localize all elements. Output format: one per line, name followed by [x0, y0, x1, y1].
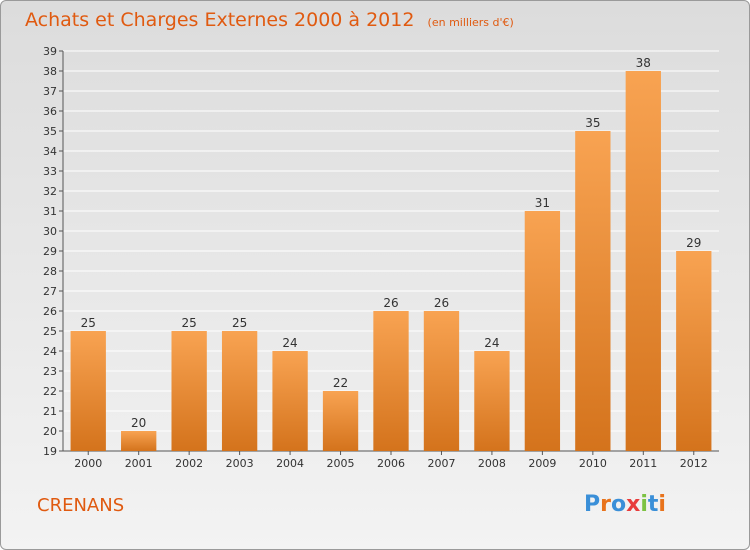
bar-2004	[272, 351, 308, 451]
commune-name: CRENANS	[37, 495, 125, 516]
x-tick-label: 2008	[478, 457, 506, 470]
data-label-2003: 25	[232, 316, 247, 330]
data-label-2009: 31	[535, 196, 550, 210]
y-tick-label: 32	[43, 185, 57, 198]
y-tick-label: 21	[43, 405, 57, 418]
x-tick-label: 2007	[427, 457, 455, 470]
proxiti-logo: Proxiti	[584, 492, 666, 517]
y-tick-label: 38	[43, 65, 57, 78]
y-tick-label: 24	[43, 345, 57, 358]
y-tick-label: 27	[43, 285, 57, 298]
y-tick-label: 23	[43, 365, 57, 378]
bar-2000	[70, 331, 106, 451]
y-tick-label: 25	[43, 325, 57, 338]
data-label-2006: 26	[383, 296, 398, 310]
bar-2006	[373, 311, 409, 451]
bar-2010	[575, 131, 611, 451]
data-label-2010: 35	[585, 116, 600, 130]
y-tick-label: 36	[43, 105, 57, 118]
x-tick-label: 2003	[226, 457, 254, 470]
logo-letter: x	[626, 492, 641, 517]
bar-2012	[676, 251, 712, 451]
axes: 19 20 21 22 23 24 25 26 27 28 29 30 31 32 33 34 35 36 37 38…	[43, 45, 719, 470]
y-tick-label: 33	[43, 165, 57, 178]
chart-subtitle: (en milliers d'€)	[427, 16, 514, 29]
bar-2007	[423, 311, 460, 451]
bar-2008	[474, 351, 510, 451]
data-label-2012: 29	[686, 236, 701, 250]
data-label-2004: 24	[282, 336, 297, 350]
y-tick-label: 31	[43, 205, 57, 218]
data-label-2007: 26	[434, 296, 449, 310]
bar-2003	[221, 331, 258, 451]
logo-letter: i	[658, 492, 666, 517]
chart-title: Achats et Charges Externes 2000 à 2012	[25, 9, 415, 31]
bar-2011	[625, 71, 661, 451]
y-tick-label: 19	[43, 445, 57, 458]
y-tick-label: 34	[43, 145, 57, 158]
y-tick-label: 35	[43, 125, 57, 138]
data-label-2001: 20	[131, 416, 146, 430]
bar-2001	[121, 431, 157, 451]
y-tick-label: 22	[43, 385, 57, 398]
x-tick-label: 2012	[680, 457, 708, 470]
logo-letter: i	[640, 492, 648, 517]
x-tick-label: 2006	[377, 457, 405, 470]
y-tick-label: 39	[43, 45, 57, 58]
y-tick-label: 30	[43, 225, 57, 238]
bar-2009	[524, 211, 561, 451]
data-label-2000: 25	[81, 316, 96, 330]
logo-letter: P	[584, 492, 601, 517]
x-tick-label: 2011	[629, 457, 657, 470]
x-tick-label: 2002	[175, 457, 203, 470]
logo-letter: t	[647, 492, 659, 517]
title-row: Achats et Charges Externes 2000 à 2012 (…	[25, 9, 514, 31]
x-tick-label: 2001	[125, 457, 153, 470]
data-labels: 25 20 25 25 24 22 26 26 24 31 35 38 29	[81, 56, 702, 430]
bar-2002	[171, 331, 207, 451]
x-tick-label: 2005	[327, 457, 355, 470]
data-label-2011: 38	[636, 56, 651, 70]
y-tick-label: 37	[43, 85, 57, 98]
x-tick-label: 2000	[74, 457, 102, 470]
data-label-2005: 22	[333, 376, 348, 390]
x-tick-label: 2009	[528, 457, 556, 470]
x-tick-label: 2010	[579, 457, 607, 470]
y-tick-label: 26	[43, 305, 57, 318]
y-tick-label: 29	[43, 245, 57, 258]
x-tick-label: 2004	[276, 457, 304, 470]
logo-letter: o	[610, 492, 627, 517]
y-tick-label: 20	[43, 425, 57, 438]
bar-2005	[322, 391, 359, 451]
data-label-2008: 24	[484, 336, 499, 350]
y-tick-label: 28	[43, 265, 57, 278]
bars	[70, 71, 712, 451]
data-label-2002: 25	[182, 316, 197, 330]
logo-letter: r	[600, 492, 611, 517]
